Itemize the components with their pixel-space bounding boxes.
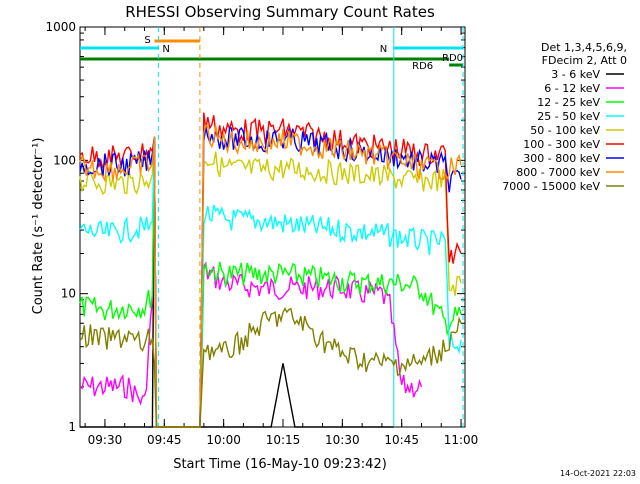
legend-header-line-2: FDecim 2, Att 0	[542, 54, 627, 67]
y-axis-label: Count Rate (s⁻¹ detector⁻¹)	[31, 138, 46, 315]
chart-title: RHESSI Observing Summary Count Rates	[125, 3, 435, 21]
flag-label-rd6: RD6	[412, 61, 433, 72]
plot-frame	[79, 26, 466, 428]
flag-label-rd0: RD0	[442, 53, 463, 64]
series-line-3-6keV	[80, 136, 394, 428]
legend-entry-label: 25 - 50 keV	[537, 110, 600, 123]
legend-entry-label: 7000 - 15000 keV	[502, 180, 600, 193]
series-line-100-300keV	[79, 112, 462, 428]
series-line-7000-15000keV	[79, 307, 462, 428]
legend-entry-label: 800 - 7000 keV	[516, 166, 600, 179]
footer-timestamp: 14-Oct-2021 22:03	[560, 469, 636, 478]
series-line-12-25keV	[79, 136, 462, 428]
legend-entry-label: 300 - 800 keV	[523, 152, 600, 165]
x-axis-label: Start Time (16-May-10 09:23:42)	[173, 457, 387, 472]
legend-entry-label: 50 - 100 keV	[530, 124, 600, 137]
legend-entry-label: 6 - 12 keV	[544, 82, 600, 95]
x-tick-label: 11:00	[444, 433, 479, 447]
y-tick-label: 100	[53, 153, 76, 167]
legend-entry-label: 12 - 25 keV	[537, 96, 600, 109]
flag-label-n: N	[380, 44, 387, 55]
x-tick-label: 10:45	[384, 433, 419, 447]
series-line-800-7000keV	[79, 123, 462, 428]
legend-entry-label: 100 - 300 keV	[523, 138, 600, 151]
y-tick-label: 1	[68, 420, 76, 434]
series-line-50-100keV	[79, 136, 462, 428]
legend-header-line-1: Det 1,3,4,5,6,9,	[541, 41, 627, 54]
x-tick-label: 09:30	[88, 433, 123, 447]
flag-label-n: N	[162, 44, 169, 55]
x-tick-label: 10:30	[325, 433, 360, 447]
y-tick-label: 1000	[45, 20, 76, 34]
legend-entry-label: 3 - 6 keV	[551, 68, 600, 81]
x-tick-label: 09:45	[147, 433, 182, 447]
series-line-25-50keV	[79, 136, 462, 428]
series-line-6-12keV	[79, 136, 423, 428]
x-tick-label: 10:15	[266, 433, 301, 447]
flag-label-s: S	[144, 35, 150, 46]
y-tick-label: 10	[61, 287, 76, 301]
x-tick-label: 10:00	[206, 433, 241, 447]
